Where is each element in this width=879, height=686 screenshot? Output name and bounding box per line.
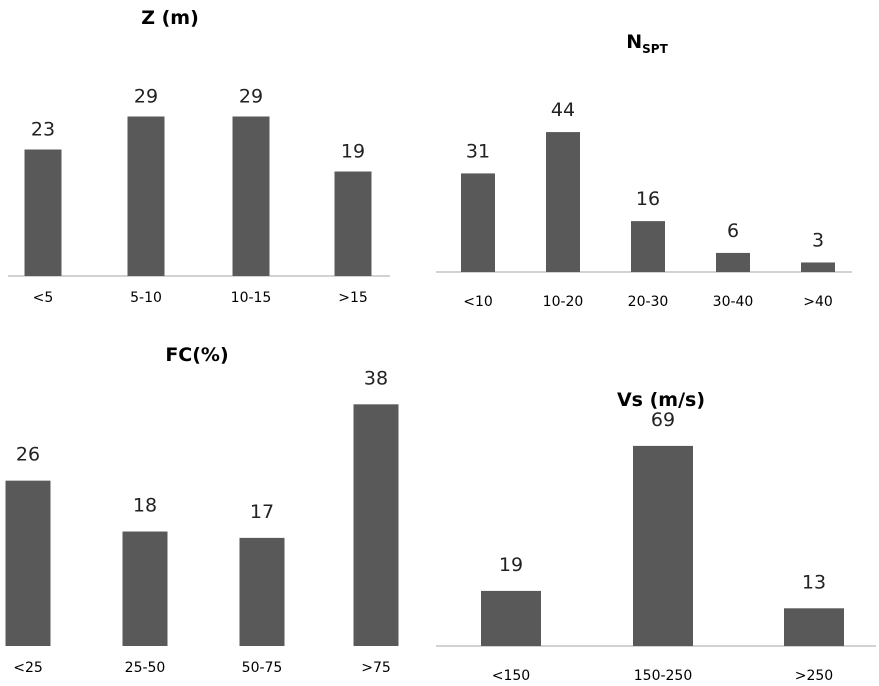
data-label: 19: [341, 141, 365, 163]
bar-50-75: [239, 537, 285, 646]
x-tick-label: 50-75: [242, 660, 283, 676]
data-label: 29: [239, 86, 263, 108]
data-label: 29: [134, 86, 158, 108]
data-label: 44: [551, 99, 575, 121]
bar->75: [353, 404, 399, 646]
x-tick-label: 25-50: [125, 660, 166, 676]
x-tick-label: <25: [13, 660, 43, 676]
chart-nspt: NSPT 31 <10 44 10-20 16 20-30 6 30-40 3 >40: [436, 31, 852, 310]
bar-<5: [24, 149, 62, 276]
data-label: 17: [250, 501, 274, 523]
bar-5-10: [127, 116, 165, 276]
bar-<150: [481, 590, 541, 646]
chart-title-nspt-subscript: SPT: [642, 42, 668, 56]
bar-<25: [5, 480, 51, 646]
x-tick-label: 10-20: [543, 294, 584, 310]
data-label: 18: [133, 495, 157, 517]
data-label: 23: [31, 119, 55, 141]
x-tick-label: >40: [803, 294, 833, 310]
data-label: 6: [727, 220, 739, 242]
data-label: 38: [364, 367, 388, 389]
chart-title-fc: FC(%): [165, 344, 228, 366]
bar-25-50: [122, 531, 168, 646]
data-label: 3: [812, 229, 824, 251]
chart-shear-wave-velocity: Vs (m/s) 19 <150 69 150-250 13 >250: [436, 389, 876, 684]
chart-z-depth: Z (m) 23 <5 29 5-10 29 10-15 19 >15: [8, 7, 390, 306]
x-tick-label: 150-250: [634, 668, 693, 684]
x-tick-label: >250: [795, 668, 833, 684]
chart-title-z: Z (m): [141, 7, 199, 29]
bar->15: [334, 171, 372, 276]
x-tick-label: 10-15: [231, 290, 272, 306]
data-label: 19: [499, 554, 523, 576]
bar-10-15: [232, 116, 270, 276]
bar->40: [801, 262, 835, 272]
chart-fines-content: FC(%) 26 <25 18 25-50 17 50-75 38 >75: [5, 344, 399, 676]
x-tick-label: <150: [492, 668, 530, 684]
x-tick-label: 30-40: [713, 294, 754, 310]
x-tick-label: 5-10: [130, 290, 162, 306]
bar-20-30: [631, 221, 665, 272]
x-tick-label: >15: [338, 290, 368, 306]
data-label: 69: [651, 409, 675, 431]
chart-title-nspt: NSPT: [626, 31, 668, 56]
bar-150-250: [633, 445, 693, 646]
x-tick-label: 20-30: [628, 294, 669, 310]
chart-title-nspt-main: N: [626, 31, 642, 53]
data-label: 16: [636, 188, 660, 210]
x-tick-label: <5: [33, 290, 54, 306]
bar->250: [784, 608, 844, 646]
data-label: 13: [802, 571, 826, 593]
data-label: 26: [16, 444, 40, 466]
data-label: 31: [466, 140, 490, 162]
bar-30-40: [716, 252, 750, 272]
bar-10-20: [546, 132, 580, 272]
x-tick-label: <10: [463, 294, 493, 310]
x-tick-label: >75: [361, 660, 391, 676]
bar-<10: [461, 173, 495, 272]
chart-title-vs: Vs (m/s): [617, 389, 705, 411]
